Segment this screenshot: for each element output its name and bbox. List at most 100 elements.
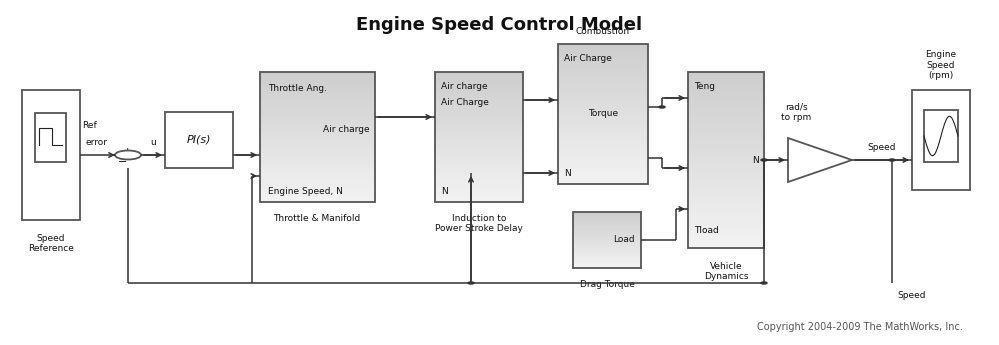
Bar [573, 223, 641, 225]
Text: Ref: Ref [82, 121, 97, 130]
Bar [573, 265, 641, 267]
Bar [260, 111, 375, 114]
Bar [435, 159, 523, 163]
Bar [688, 164, 764, 169]
Bar [435, 72, 523, 75]
Bar [688, 235, 764, 239]
Bar [558, 54, 648, 58]
Bar [260, 169, 375, 173]
Text: Air charge: Air charge [441, 82, 488, 91]
Text: Engine Speed, N: Engine Speed, N [268, 187, 343, 196]
Bar [688, 133, 764, 138]
Bar [435, 182, 523, 186]
Bar [573, 249, 641, 251]
Bar [688, 204, 764, 208]
Bar [688, 217, 764, 221]
Bar [573, 224, 641, 226]
Bar [688, 208, 764, 213]
Text: Speed
Reference: Speed Reference [28, 234, 74, 253]
Bar [558, 58, 648, 61]
Bar [260, 198, 375, 202]
Bar [260, 81, 375, 85]
Polygon shape [788, 138, 852, 182]
Bar [558, 107, 648, 110]
Bar [558, 121, 648, 125]
Bar [435, 172, 523, 176]
Bar [260, 159, 375, 163]
Bar [573, 233, 641, 234]
Bar [558, 159, 648, 163]
Bar [435, 78, 523, 82]
Bar [573, 243, 641, 244]
Bar [688, 168, 764, 173]
Text: Copyright 2004-2009 The MathWorks, Inc.: Copyright 2004-2009 The MathWorks, Inc. [757, 322, 963, 332]
Text: PI(s): PI(s) [187, 135, 211, 145]
Bar [912, 90, 970, 190]
Bar [573, 221, 641, 223]
Bar [558, 44, 648, 184]
Text: Air Charge: Air Charge [441, 98, 489, 107]
Text: Throttle & Manifold: Throttle & Manifold [274, 214, 361, 223]
Bar [688, 129, 764, 134]
Bar [435, 146, 523, 150]
Bar [260, 195, 375, 199]
Bar [435, 150, 523, 153]
Bar [558, 89, 648, 93]
Bar [558, 93, 648, 97]
Bar [573, 240, 641, 241]
Bar [573, 241, 641, 243]
Bar [435, 176, 523, 179]
Bar [688, 186, 764, 191]
Bar [260, 130, 375, 134]
Bar [688, 116, 764, 120]
Bar [260, 127, 375, 130]
Bar [435, 127, 523, 130]
Bar [22, 90, 80, 220]
Bar [435, 162, 523, 166]
Text: N: N [752, 156, 759, 165]
Circle shape [659, 106, 665, 108]
Bar [558, 51, 648, 55]
Bar [573, 238, 641, 240]
Bar [688, 72, 764, 76]
Circle shape [761, 282, 767, 284]
Bar [260, 117, 375, 121]
Bar [435, 169, 523, 173]
Bar [688, 173, 764, 178]
Bar [573, 266, 641, 268]
Bar [260, 189, 375, 192]
Bar [435, 189, 523, 192]
Bar [558, 152, 648, 156]
Bar [688, 85, 764, 90]
Bar [435, 120, 523, 124]
Bar [260, 172, 375, 176]
Bar [573, 228, 641, 230]
Bar [260, 150, 375, 153]
Bar [558, 156, 648, 159]
Bar [260, 85, 375, 88]
Bar [573, 264, 641, 265]
Bar [435, 104, 523, 108]
Bar [558, 149, 648, 152]
Bar [688, 199, 764, 204]
Bar [688, 160, 764, 165]
Bar [435, 166, 523, 169]
Bar [573, 217, 641, 219]
Bar [558, 100, 648, 104]
Bar [573, 256, 641, 258]
Bar [558, 103, 648, 107]
Bar [688, 155, 764, 160]
Bar [688, 147, 764, 151]
Bar [260, 162, 375, 166]
Bar [688, 190, 764, 195]
Bar [688, 107, 764, 111]
Bar [435, 195, 523, 199]
Bar [688, 151, 764, 156]
Bar [558, 68, 648, 72]
Bar [573, 251, 641, 253]
Text: N: N [564, 169, 570, 178]
Bar [558, 47, 648, 51]
Text: rad/s
to rpm: rad/s to rpm [781, 102, 811, 122]
Bar [558, 86, 648, 89]
Bar [435, 98, 523, 101]
